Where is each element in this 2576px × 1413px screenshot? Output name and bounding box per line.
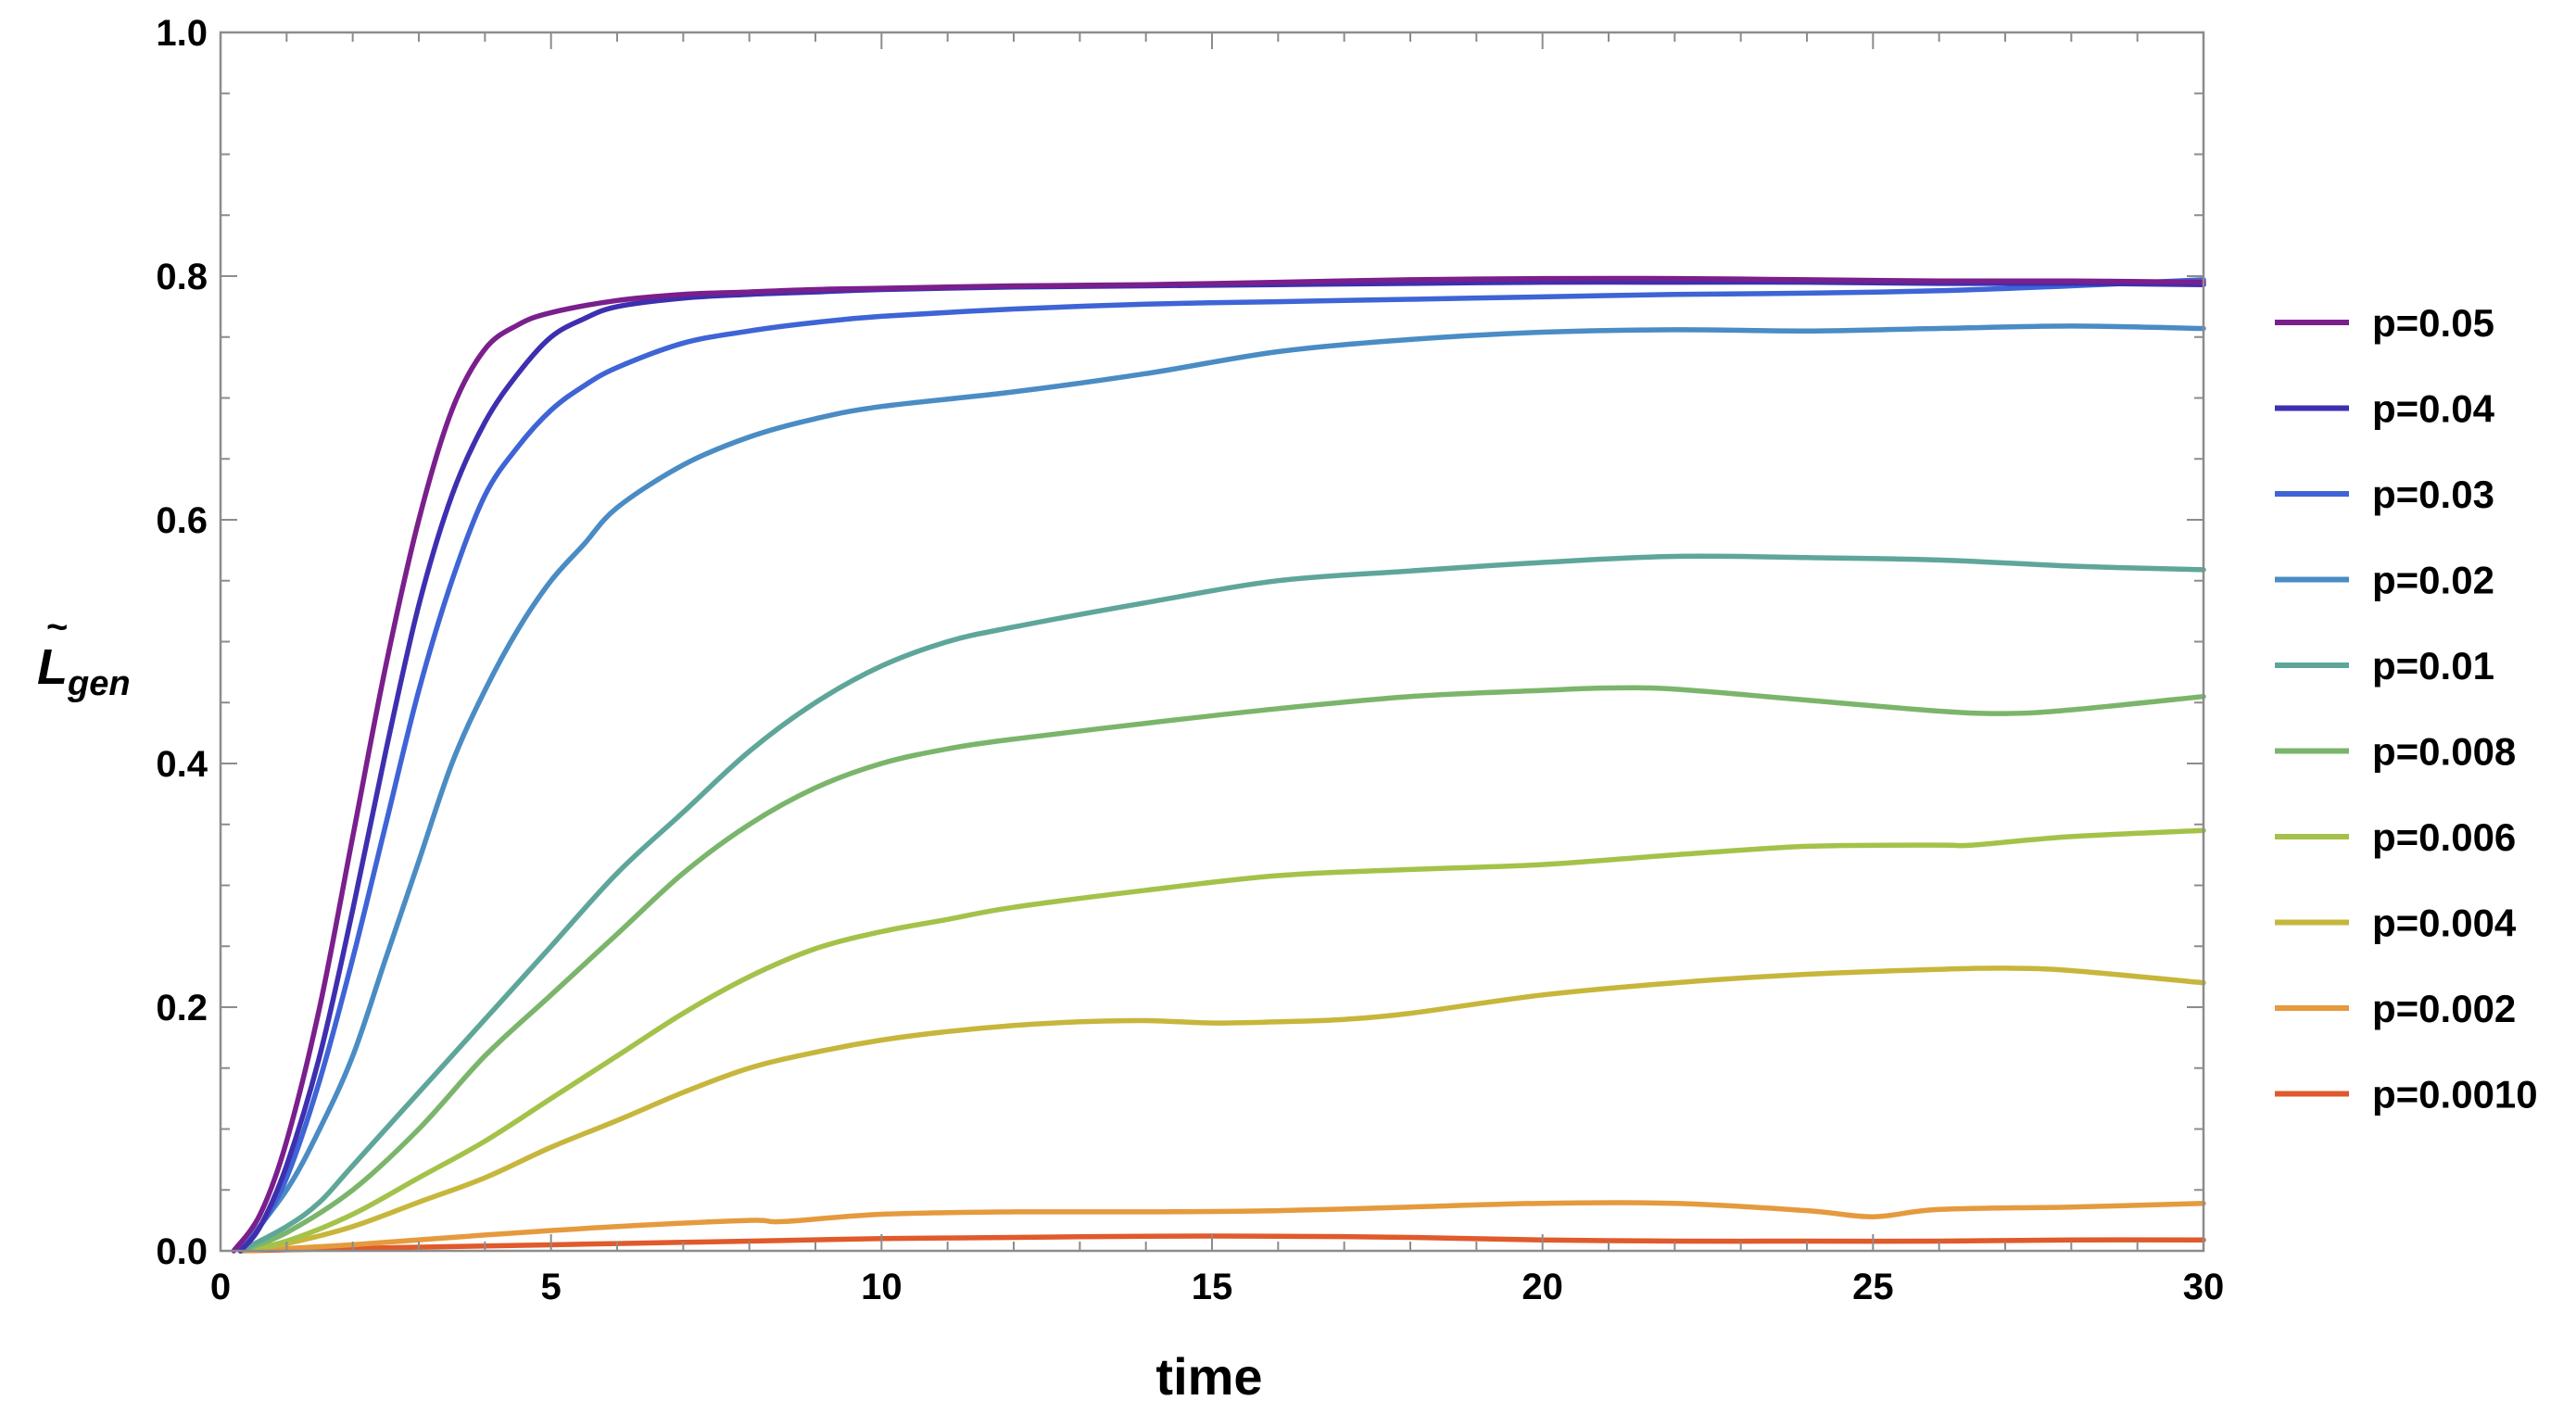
x-tick-label: 0 (210, 1267, 231, 1307)
legend: p=0.05 p=0.04 p=0.03 p=0.02 p=0.01 p=0.008 p=0… (2275, 301, 2538, 1117)
y-tick-label: 0.0 (156, 1231, 208, 1272)
legend-item: p=0.008 (2275, 730, 2516, 774)
series-line-p-0-05 (231, 275, 2206, 1254)
x-tick-label: 25 (1852, 1267, 1894, 1307)
legend-item: p=0.04 (2275, 387, 2495, 431)
legend-label: p=0.006 (2372, 815, 2516, 859)
legend-item: p=0.01 (2275, 644, 2494, 688)
svg-text:Lgen: Lgen (37, 639, 131, 703)
legend-label: p=0.002 (2372, 987, 2516, 1030)
series-line-p-0-02 (237, 323, 2206, 1254)
series-line-p-0-0010 (237, 1233, 2206, 1254)
y-tick-label: 0.2 (156, 988, 208, 1028)
y-axis-label: ~ Lgen (37, 607, 131, 703)
x-tick-label: 10 (861, 1267, 903, 1307)
legend-label: p=0.03 (2372, 473, 2494, 516)
series-line-p-0-006 (237, 827, 2206, 1254)
legend-label: p=0.02 (2372, 559, 2494, 602)
legend-item: p=0.05 (2275, 301, 2494, 345)
legend-item: p=0.004 (2275, 902, 2517, 945)
legend-item: p=0.002 (2275, 987, 2516, 1030)
series-line-p-0-004 (237, 965, 2206, 1254)
tick-labels: 0 5 10 15 20 25 30 0.0 0.2 0.4 0.6 0.8 1.0 (156, 13, 2224, 1307)
x-tick-label: 5 (541, 1267, 562, 1307)
plot-area (231, 275, 2206, 1254)
y-axis-label-accent: ~ (46, 607, 68, 648)
legend-label: p=0.05 (2372, 301, 2494, 345)
series-line-p-0-01 (237, 553, 2206, 1254)
x-tick-label: 20 (1522, 1267, 1563, 1307)
x-tick-label: 30 (2183, 1267, 2225, 1307)
legend-item: p=0.02 (2275, 559, 2494, 602)
series-line-p-0-002 (237, 1200, 2206, 1254)
series-line-p-0-04 (237, 279, 2206, 1254)
x-axis-label: time (1155, 1347, 1262, 1406)
legend-label: p=0.0010 (2372, 1073, 2538, 1117)
y-axis-label-base: L (37, 639, 68, 695)
axes (219, 31, 2205, 1253)
y-tick-label: 0.6 (156, 500, 208, 541)
x-tick-label: 15 (1192, 1267, 1233, 1307)
legend-item: p=0.0010 (2275, 1073, 2538, 1117)
legend-label: p=0.004 (2372, 902, 2517, 945)
series-line-p-0-008 (237, 685, 2206, 1254)
legend-item: p=0.006 (2275, 815, 2516, 859)
legend-item: p=0.03 (2275, 473, 2494, 516)
y-tick-label: 1.0 (156, 13, 208, 54)
y-axis-label-subscript: gen (67, 664, 131, 703)
legend-label: p=0.04 (2372, 387, 2495, 431)
tick-marks (220, 32, 2204, 1252)
y-tick-label: 0.8 (156, 257, 208, 297)
series-line-p-0-03 (237, 277, 2206, 1254)
plot-frame (219, 31, 2205, 1253)
legend-label: p=0.01 (2372, 644, 2494, 688)
legend-label: p=0.008 (2372, 730, 2516, 774)
y-tick-label: 0.4 (156, 744, 208, 785)
